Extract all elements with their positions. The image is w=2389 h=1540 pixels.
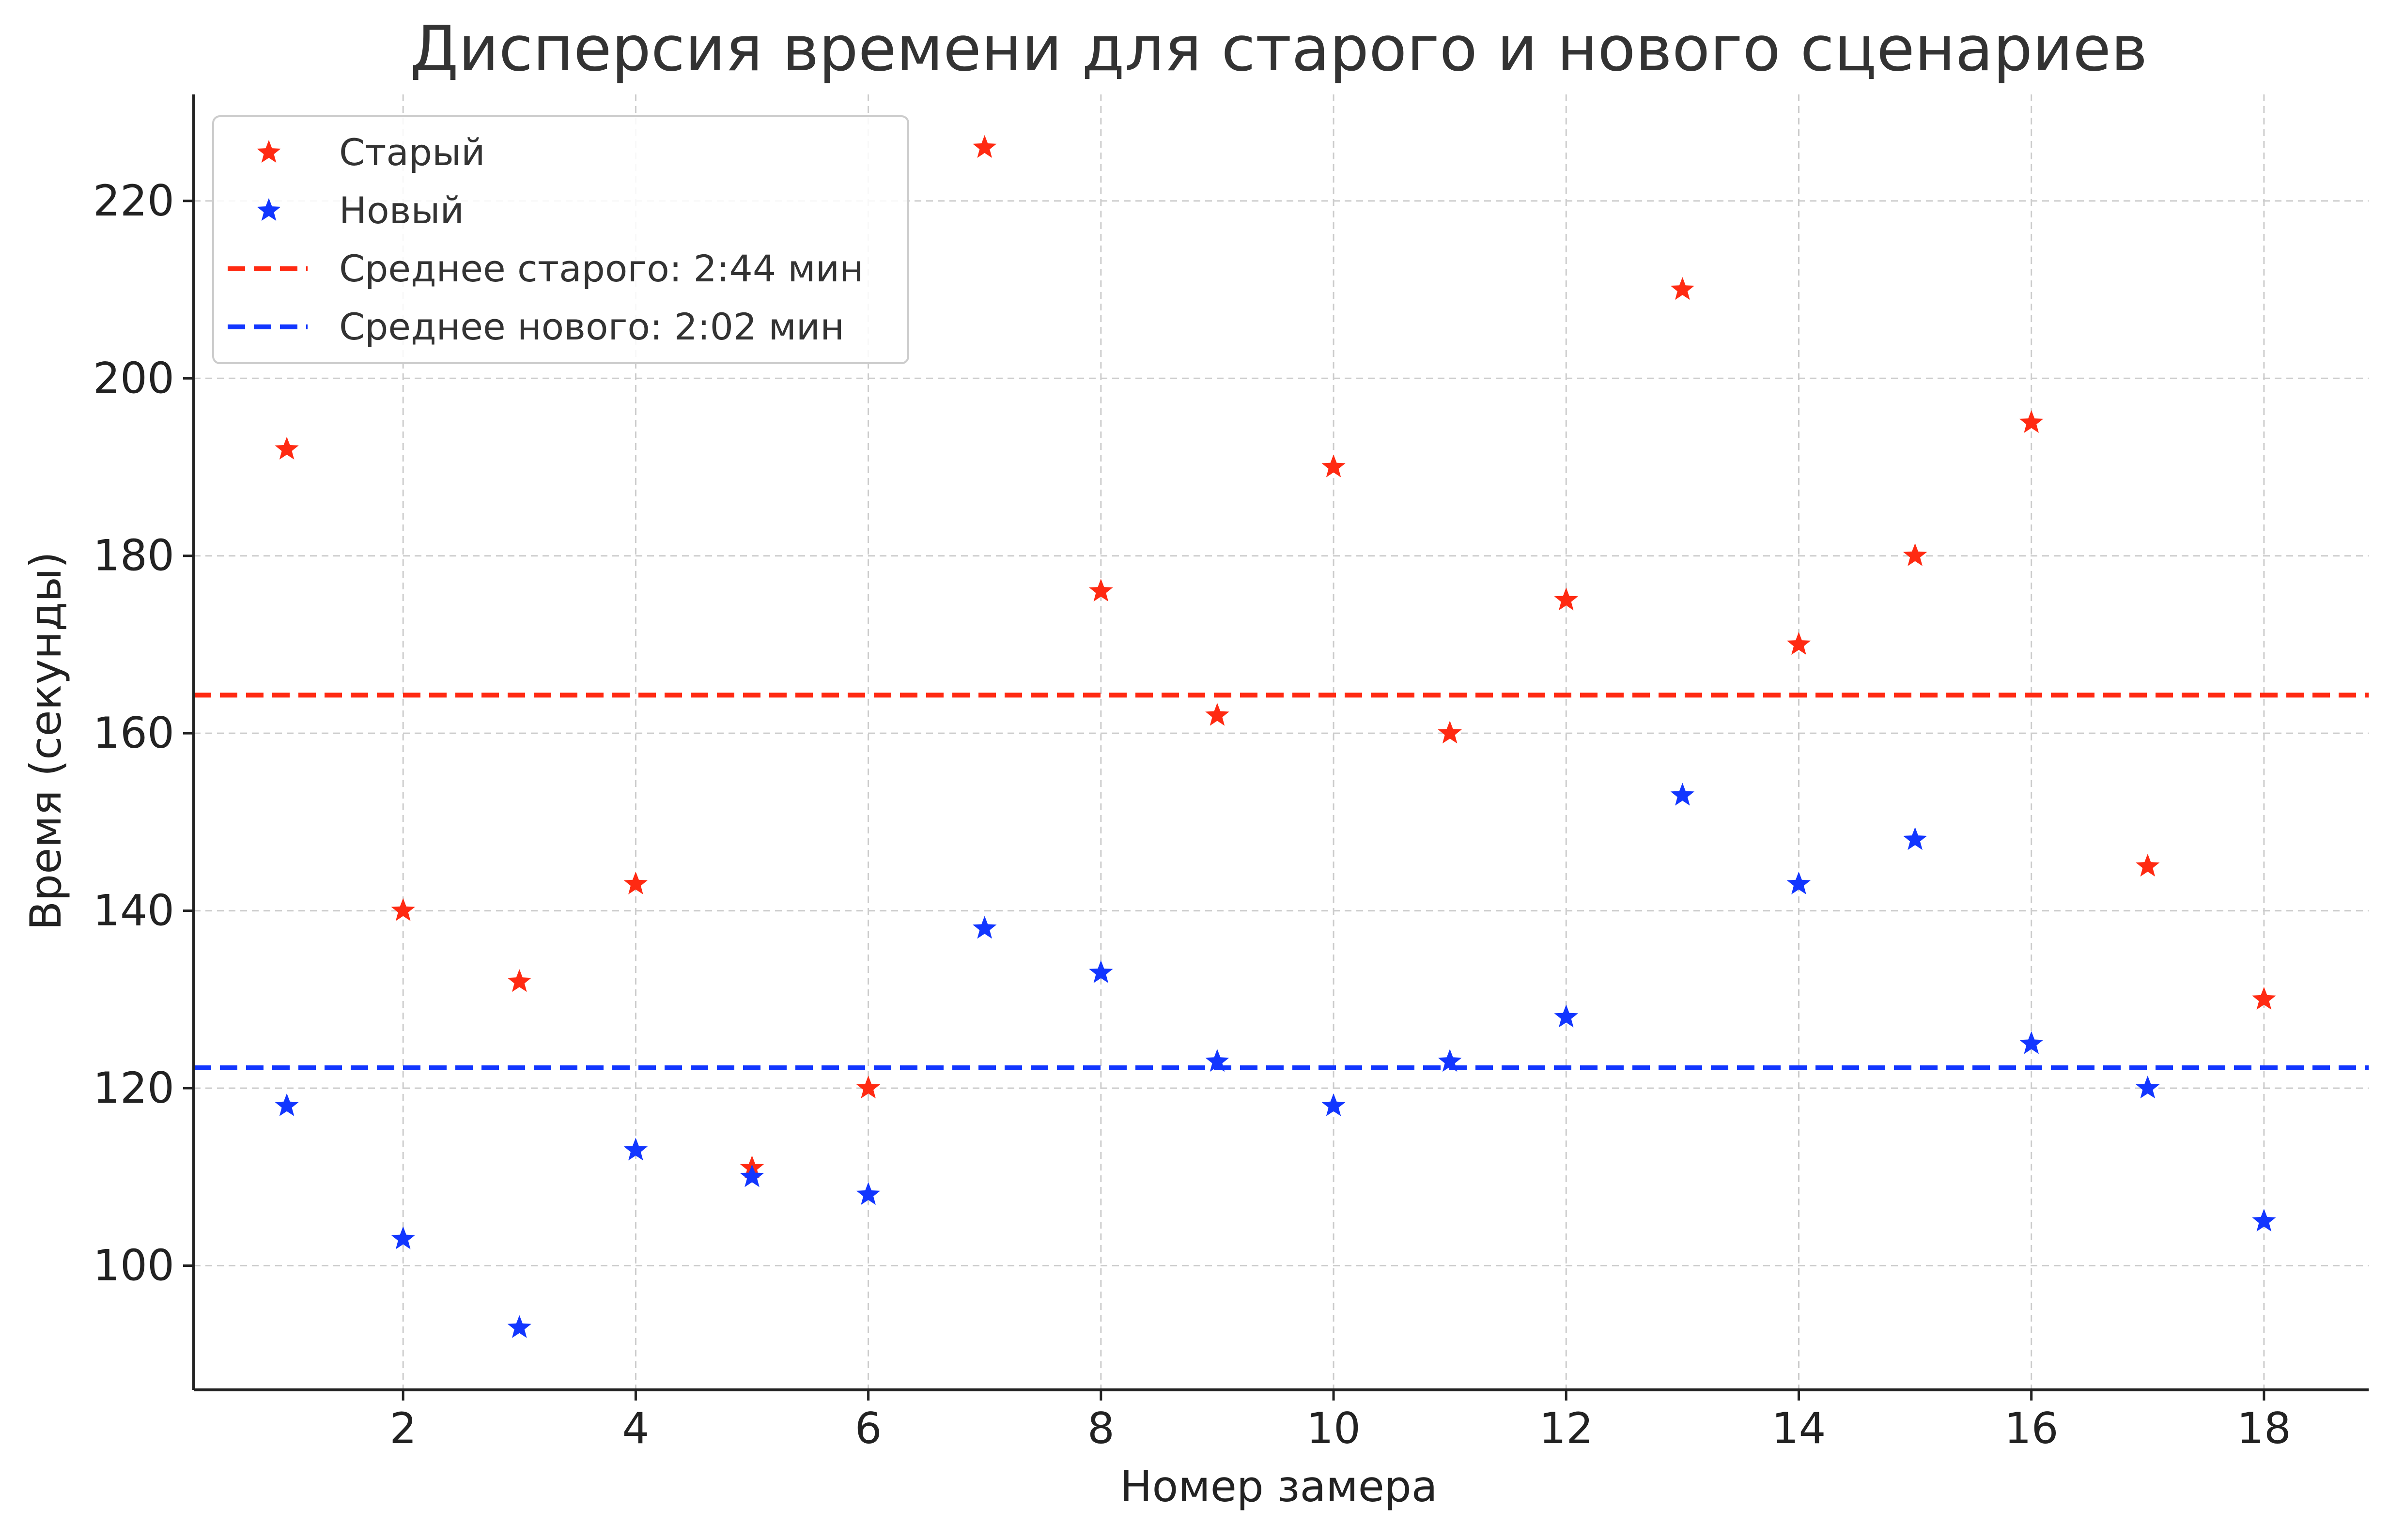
- old-point: [275, 436, 299, 460]
- old-point: [1786, 632, 1811, 655]
- axes: [183, 94, 2369, 1401]
- old-point: [391, 898, 415, 921]
- old-point: [2252, 986, 2276, 1010]
- x-axis-label: Номер замера: [1120, 1462, 1437, 1511]
- new-point: [1786, 871, 1811, 894]
- y-tick-label: 220: [93, 176, 174, 226]
- x-tick-label: 8: [1087, 1403, 1115, 1453]
- legend-label-old-mean: Среднее старого: 2:44 мин: [339, 247, 864, 290]
- y-tick-label: 200: [93, 353, 174, 403]
- x-tick-label: 12: [1539, 1403, 1593, 1453]
- legend-label-new: Новый: [339, 189, 464, 232]
- x-tick-label: 4: [622, 1403, 649, 1453]
- y-tick-label: 100: [93, 1240, 174, 1290]
- new-point: [973, 916, 997, 939]
- old-point: [1089, 579, 1113, 602]
- chart-title: Дисперсия времени для старого и нового с…: [410, 13, 2148, 85]
- old-point: [856, 1076, 881, 1099]
- new-point: [1321, 1093, 1346, 1116]
- old-point: [973, 135, 997, 158]
- x-tick-label: 18: [2237, 1403, 2291, 1453]
- data-points: [275, 135, 2276, 1338]
- old-point: [1670, 277, 1695, 300]
- old-point: [623, 871, 648, 894]
- y-tick-label: 120: [93, 1063, 174, 1113]
- legend-label-new-mean: Среднее нового: 2:02 мин: [339, 305, 844, 348]
- old-point: [2019, 410, 2044, 433]
- reference-lines: [194, 693, 2369, 1070]
- old-point: [1438, 721, 1462, 744]
- new-point: [1903, 827, 1927, 850]
- new-point: [1205, 1049, 1229, 1072]
- new-point: [2136, 1076, 2160, 1099]
- old-point: [1205, 703, 1229, 726]
- y-tick-label: 180: [93, 531, 174, 581]
- x-tick-label: 16: [2004, 1403, 2059, 1453]
- new-point: [275, 1093, 299, 1116]
- legend: Старый Новый Среднее старого: 2:44 мин Сред…: [212, 115, 909, 364]
- new-point: [1089, 960, 1113, 983]
- new-point: [623, 1138, 648, 1161]
- x-tick-label: 6: [855, 1403, 882, 1453]
- y-tick-label: 140: [93, 886, 174, 936]
- legend-label-old: Старый: [339, 131, 485, 174]
- x-tick-label: 14: [1771, 1403, 1826, 1453]
- new-point: [1670, 783, 1695, 806]
- new-point: [856, 1182, 881, 1205]
- old-point: [1903, 543, 1927, 566]
- new-point: [2252, 1208, 2276, 1232]
- legend-frame: [212, 115, 909, 364]
- legend-marker-new: [257, 198, 281, 221]
- y-tick-label: 160: [93, 708, 174, 758]
- new-point: [507, 1315, 531, 1338]
- legend-marker-old: [257, 140, 281, 163]
- tick-labels: 2 4 6 8 10 12 14 16 18 100 120 140 160 180 200 220: [93, 176, 2291, 1453]
- new-point: [1438, 1049, 1462, 1072]
- x-tick-label: 2: [389, 1403, 417, 1453]
- y-axis-label: Время (секунды): [21, 552, 71, 930]
- old-point: [2136, 854, 2160, 877]
- new-point: [2019, 1031, 2044, 1054]
- x-tick-label: 10: [1306, 1403, 1361, 1453]
- old-point: [507, 969, 531, 992]
- old-point: [1554, 587, 1578, 611]
- new-point: [1554, 1004, 1578, 1028]
- new-point: [391, 1226, 415, 1249]
- grid-lines: [194, 94, 2369, 1390]
- new-point: [740, 1164, 764, 1187]
- old-point: [1321, 454, 1346, 477]
